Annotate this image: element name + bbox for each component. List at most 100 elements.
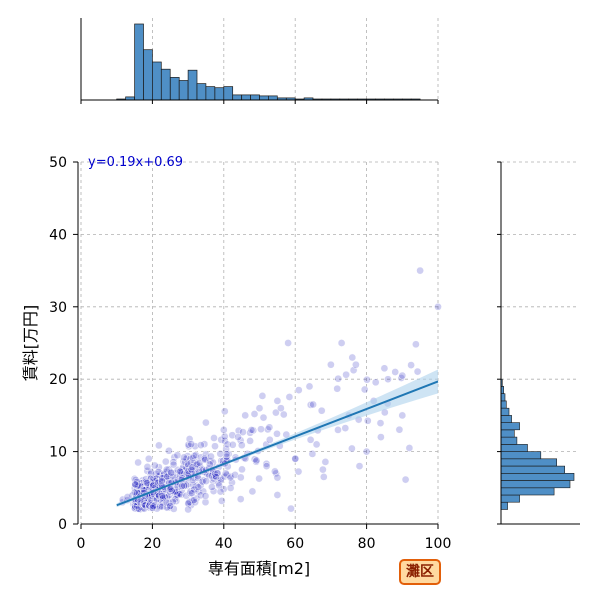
right-histogram-bar (500, 458, 558, 467)
scatter-point (285, 393, 294, 401)
right-histogram (497, 161, 580, 525)
scatter-point (380, 364, 389, 373)
scatter-point (352, 360, 360, 369)
scatter-point (236, 436, 245, 445)
scatter-point (201, 498, 210, 507)
scatter-point (416, 266, 424, 275)
scatter-point (238, 465, 246, 474)
x-tick-label: 0 (77, 536, 86, 552)
scatter-point (272, 408, 280, 417)
scatter-point (306, 401, 315, 409)
right-histogram-bar (500, 429, 515, 438)
scatter-point (228, 431, 237, 440)
scatter-point (141, 501, 150, 510)
scatter-point (248, 487, 257, 496)
scatter-point (355, 462, 364, 470)
scatter-point (239, 428, 247, 436)
scatter-point (294, 386, 303, 394)
top-histogram-bar (223, 86, 234, 101)
scatter-point (158, 476, 166, 485)
scatter-point (321, 458, 330, 466)
y-axis-title: 賃料[万円] (21, 305, 40, 382)
scatter-point (196, 491, 205, 500)
scatter-point (262, 462, 271, 470)
scatter-point (273, 473, 282, 482)
x-tick-label: 20 (143, 536, 161, 552)
scatter-point (294, 467, 303, 476)
scatter-point (377, 433, 385, 441)
scatter-point (237, 441, 246, 450)
scatter-point (134, 458, 142, 467)
scatter-point (398, 411, 407, 420)
scatter-point (234, 426, 243, 435)
scatter-point (265, 435, 274, 444)
scatter-point (158, 502, 166, 511)
scatter-point (327, 360, 335, 369)
scatter-point (202, 477, 210, 485)
scatter-point (231, 471, 239, 479)
scatter-point (277, 404, 285, 413)
scatter-point (255, 404, 264, 413)
scatter-point (252, 456, 261, 465)
regression-line (116, 380, 439, 507)
scatter-point (262, 459, 271, 468)
scatter-point (362, 447, 371, 456)
top-histogram-bar (160, 68, 171, 101)
scatter-point (212, 473, 220, 481)
scatter-point (220, 432, 229, 441)
x-tick-label: 40 (215, 536, 233, 552)
scatter-point (363, 416, 372, 425)
top-histogram-bar (134, 23, 144, 101)
scatter-point (348, 353, 357, 362)
scatter-point (169, 460, 178, 469)
scatter-point (257, 425, 265, 434)
right-histogram-bar (500, 487, 555, 496)
scatter-point (287, 504, 295, 513)
right-histogram-bar (500, 444, 528, 452)
scatter-point (342, 370, 350, 379)
scatter-point (158, 491, 167, 500)
scatter-point (371, 378, 380, 387)
scatter-point (259, 413, 268, 422)
regression-equation-label: y=0.19x+0.69 (88, 155, 183, 170)
right-histogram-bar (500, 415, 512, 423)
scatter-point (306, 435, 315, 444)
scatter-point (217, 497, 226, 505)
scatter-point (211, 442, 219, 451)
scatter-point (163, 476, 172, 485)
scatter-point (279, 410, 288, 419)
scatter-point (319, 465, 327, 474)
scatter-point (360, 385, 369, 394)
y-tick-label: 30 (49, 300, 67, 316)
y-tick-label: 50 (49, 155, 67, 171)
right-histogram-bar (500, 407, 510, 416)
scatter-point (141, 501, 149, 509)
scatter-point (210, 434, 218, 442)
top-histogram-bar (214, 87, 225, 101)
scatter-point (176, 467, 184, 476)
scatter-point (250, 410, 259, 418)
x-tick-label: 100 (425, 536, 452, 552)
scatter-point (384, 375, 392, 384)
scatter-point (161, 457, 170, 466)
right-histogram-bar (500, 465, 566, 474)
scatter-point (149, 480, 158, 489)
scatter-point (398, 371, 407, 380)
top-histogram-bar (232, 94, 242, 101)
scatter-point (180, 481, 189, 490)
scatter-point (395, 425, 404, 434)
scatter-point (165, 446, 173, 455)
scatter-point (207, 452, 215, 461)
top-histogram-bar (143, 49, 153, 101)
scatter-point (155, 441, 163, 450)
scatter-point (184, 460, 193, 469)
scatter-point (273, 429, 281, 438)
scatter-point (246, 437, 254, 445)
scatter-point (150, 461, 159, 470)
scatter-point (169, 458, 178, 466)
y-tick-label: 40 (49, 227, 67, 243)
scatter-point (219, 426, 228, 434)
scatter-point (167, 468, 176, 477)
scatter-point (187, 466, 196, 474)
